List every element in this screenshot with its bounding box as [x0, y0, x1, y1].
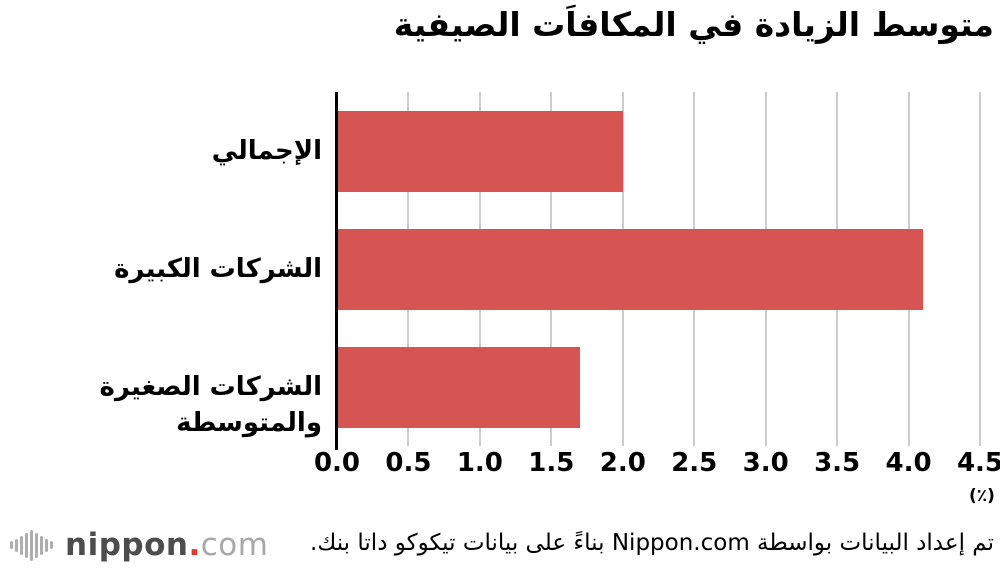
soundwave-bar-6 — [40, 535, 43, 555]
soundwave-bar-5 — [35, 532, 38, 558]
attribution-text: تم إعداد البيانات بواسطة Nippon.com بناء… — [310, 530, 994, 556]
soundwave-bar-0 — [10, 541, 13, 549]
chart-title: متوسط الزيادة في المكافاَت الصيفية — [393, 5, 994, 44]
logo-red-dot: . — [188, 526, 201, 563]
y-axis-line — [335, 92, 338, 450]
bar-2 — [338, 346, 580, 428]
x-tick-label-4.5: 4.5 — [956, 448, 1000, 478]
soundwave-bar-2 — [20, 535, 23, 555]
soundwave-icon — [10, 527, 53, 563]
x-tick-label-0.5: 0.5 — [385, 448, 432, 478]
soundwave-bar-3 — [25, 532, 28, 558]
gridline-x-4.5 — [979, 92, 981, 446]
soundwave-bar-1 — [15, 538, 18, 552]
x-tick-label-1.5: 1.5 — [528, 448, 575, 478]
category-label-2: الشركات الصغيرة والمتوسطة — [99, 372, 322, 438]
soundwave-bar-4 — [30, 529, 33, 561]
bar-0 — [338, 110, 623, 192]
x-tick-label-0.0: 0.0 — [313, 448, 361, 478]
bar-1 — [338, 228, 923, 310]
x-tick-label-3.0: 3.0 — [742, 448, 789, 478]
x-tick-label-4.0: 4.0 — [885, 448, 932, 478]
category-label-0: الإجمالي — [211, 136, 322, 166]
unit-label: (٪) — [969, 486, 995, 506]
nippon-logo-text: nippon.com — [65, 526, 269, 563]
x-tick-label-2.0: 2.0 — [599, 448, 646, 478]
x-tick-label-1.0: 1.0 — [456, 448, 503, 478]
soundwave-bar-8 — [50, 541, 53, 549]
logo-word-com: com — [200, 526, 269, 563]
x-tick-label-2.5: 2.5 — [671, 448, 718, 478]
x-tick-label-3.5: 3.5 — [814, 448, 861, 478]
soundwave-bar-7 — [45, 538, 48, 552]
nippon-logo: nippon.com — [10, 521, 268, 569]
logo-word-nippon: nippon — [65, 526, 189, 563]
category-label-1: الشركات الكبيرة — [114, 254, 322, 284]
